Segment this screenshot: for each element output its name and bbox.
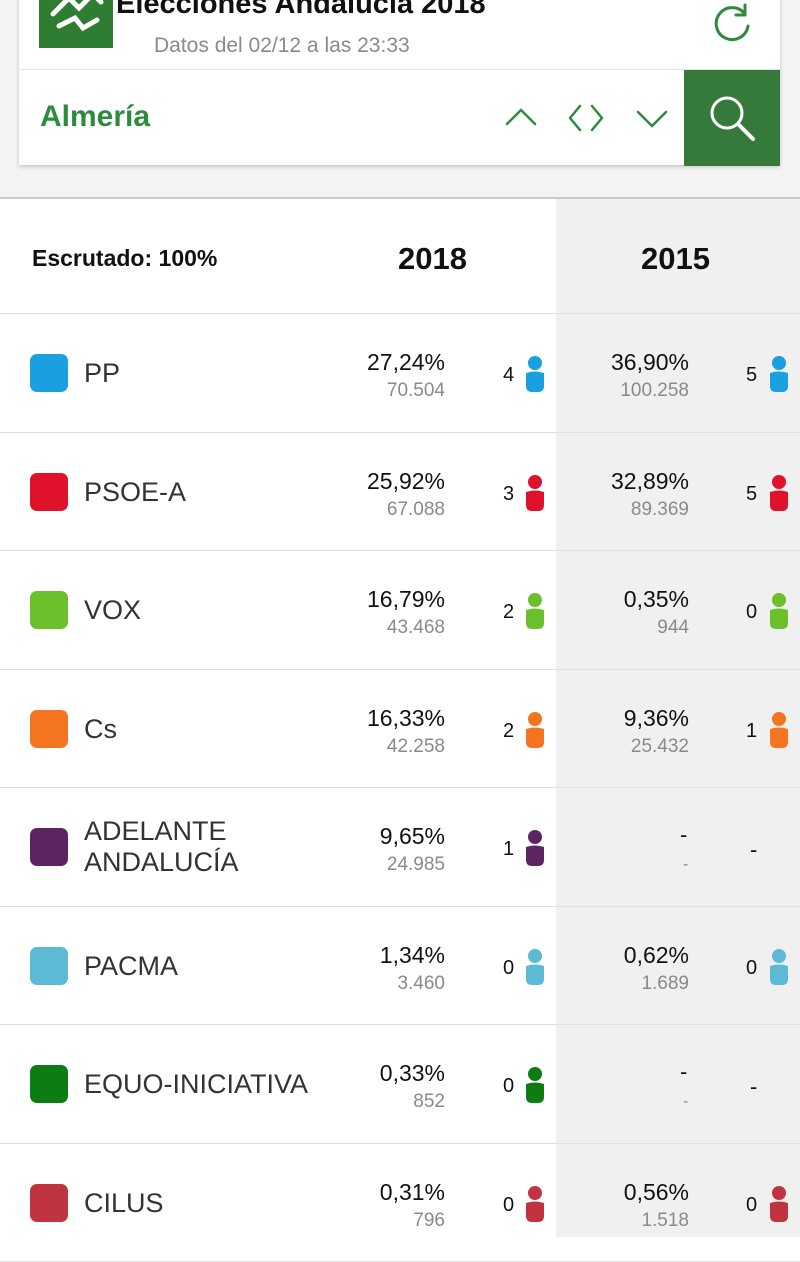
pct-2015: - [680, 1059, 687, 1085]
year-2015-header: 2015 [641, 241, 710, 277]
chevron-up-icon[interactable] [501, 98, 541, 138]
person-icon [768, 1185, 790, 1223]
pct-2018: 0,31% [285, 1179, 445, 1206]
logo-icon [39, 0, 113, 48]
header-card: Elecciones Andalucía 2018 Datos del 02/1… [19, 0, 780, 165]
votes-2015: - [683, 856, 688, 874]
pct-2015: 0,56% [529, 1179, 689, 1206]
person-icon [768, 711, 790, 749]
seats-2015: 0 [746, 601, 757, 624]
seats-2018: 3 [503, 483, 514, 506]
person-icon [524, 829, 546, 867]
votes-2015: 1.518 [529, 1210, 689, 1232]
votes-2018: 67.088 [285, 499, 445, 521]
pct-2018: 27,24% [285, 349, 445, 376]
party-color-swatch [30, 947, 68, 985]
votes-2018: 796 [285, 1210, 445, 1232]
scrutiny-label: Escrutado: 100% [32, 245, 217, 272]
party-name: ADELANTE ANDALUCÍA [84, 816, 254, 878]
timestamp: Datos del 02/12 a las 23:33 [154, 34, 410, 58]
pct-2018: 25,92% [285, 468, 445, 495]
code-brackets-icon[interactable] [566, 98, 606, 138]
pct-2015: - [680, 822, 687, 848]
seats-2018: 0 [503, 957, 514, 980]
pct-2018: 16,33% [285, 705, 445, 732]
pct-2018: 0,33% [285, 1060, 445, 1087]
seats-2018: 0 [503, 1075, 514, 1098]
pct-2018: 9,65% [285, 823, 445, 850]
search-icon [707, 93, 757, 143]
party-color-swatch [30, 591, 68, 629]
votes-2015: 944 [529, 617, 689, 639]
party-color-swatch [30, 1065, 68, 1103]
seats-2018: 1 [503, 838, 514, 861]
votes-2015: 100.258 [529, 380, 689, 402]
pct-2015: 9,36% [529, 705, 689, 732]
seats-2018: 2 [503, 720, 514, 743]
party-color-swatch [30, 710, 68, 748]
party-color-swatch [30, 354, 68, 392]
party-color-swatch [30, 828, 68, 866]
votes-2018: 43.468 [285, 617, 445, 639]
pct-2015: 36,90% [529, 349, 689, 376]
seats-2015: 5 [746, 364, 757, 387]
seats-2015: 1 [746, 720, 757, 743]
pct-2015: 32,89% [529, 468, 689, 495]
person-icon [524, 1066, 546, 1104]
votes-2018: 3.460 [285, 973, 445, 995]
refresh-icon[interactable] [709, 0, 755, 46]
pct-2018: 16,79% [285, 586, 445, 613]
votes-2018: 42.258 [285, 736, 445, 758]
party-color-swatch [30, 1184, 68, 1222]
pct-2018: 1,34% [285, 942, 445, 969]
votes-2018: 852 [285, 1091, 445, 1113]
votes-2018: 70.504 [285, 380, 445, 402]
person-icon [768, 355, 790, 393]
votes-2015: - [683, 1093, 688, 1111]
pct-2015: 0,62% [529, 942, 689, 969]
seats-2015: 0 [746, 957, 757, 980]
seats-2018: 4 [503, 364, 514, 387]
seats-2015: - [750, 1074, 757, 1100]
app-title: Elecciones Andalucía 2018 [116, 0, 486, 21]
seats-2018: 0 [503, 1194, 514, 1217]
votes-2015: 89.369 [529, 499, 689, 521]
seats-2015: 5 [746, 483, 757, 506]
seats-2015: - [750, 837, 757, 863]
person-icon [768, 592, 790, 630]
year-2018-header: 2018 [398, 241, 467, 277]
chevron-down-icon[interactable] [632, 98, 672, 138]
region-name: Almería [40, 100, 150, 134]
seats-2018: 2 [503, 601, 514, 624]
seats-2015: 0 [746, 1194, 757, 1217]
person-icon [768, 948, 790, 986]
person-icon [768, 474, 790, 512]
votes-2015: 1.689 [529, 973, 689, 995]
top-area: Elecciones Andalucía 2018 Datos del 02/1… [0, 0, 800, 199]
table-header: Escrutado: 100% 2018 2015 [0, 199, 800, 314]
table-row: ADELANTE ANDALUCÍA 9,65% 24.985 1 - - - [0, 788, 800, 907]
toolbar: Almería [19, 69, 780, 166]
party-color-swatch [30, 473, 68, 511]
votes-2015: 25.432 [529, 736, 689, 758]
search-button[interactable] [684, 70, 780, 166]
pct-2015: 0,35% [529, 586, 689, 613]
votes-2018: 24.985 [285, 854, 445, 876]
